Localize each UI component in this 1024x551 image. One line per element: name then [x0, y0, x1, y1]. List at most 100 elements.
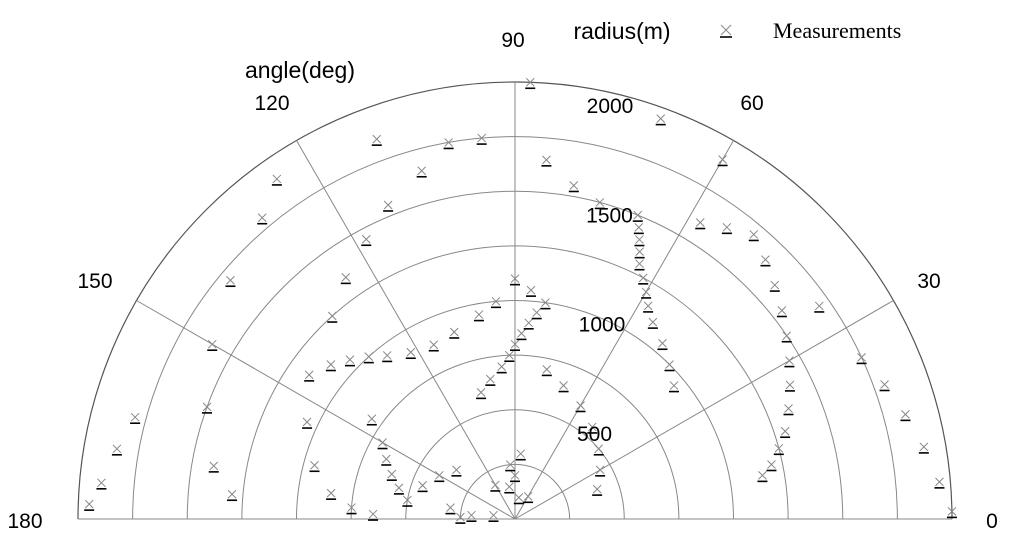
measurement-point	[523, 491, 534, 504]
measurement-point	[371, 134, 382, 146]
angle-tick-label: 30	[917, 270, 940, 293]
measurement-point	[541, 155, 552, 167]
measurement-point	[449, 327, 460, 339]
measurement-point	[664, 360, 675, 372]
measurement-point	[466, 510, 477, 522]
measurement-point	[271, 174, 282, 186]
legend: Measurements	[720, 18, 901, 43]
measurement-points	[84, 77, 957, 524]
polar-grid	[77, 81, 953, 520]
measurement-point	[451, 465, 462, 477]
measurement-point	[633, 223, 644, 235]
measurement-point	[445, 503, 456, 515]
measurement-point	[130, 412, 141, 425]
measurement-point	[776, 306, 787, 318]
measurement-point	[773, 443, 784, 456]
measurement-point	[523, 318, 534, 330]
measurement-point	[766, 460, 777, 472]
measurement-point	[434, 470, 445, 483]
measurement-point	[504, 482, 515, 494]
measurement-point	[634, 259, 645, 271]
angle-tick-label: 180	[7, 510, 42, 533]
measurement-point	[526, 285, 537, 297]
angle-spoke	[514, 300, 894, 520]
measurement-point	[382, 351, 393, 363]
measurement-point	[781, 331, 792, 343]
measurement-point	[814, 301, 825, 313]
measurement-point	[593, 444, 604, 456]
measurement-point	[84, 499, 95, 511]
measurement-point	[207, 339, 218, 352]
angle-tick-label: 150	[77, 270, 112, 293]
measurement-point	[302, 417, 313, 429]
measurement-point	[641, 287, 652, 299]
measurement-point	[515, 449, 526, 461]
measurement-point	[748, 230, 759, 242]
measurement-point	[363, 352, 374, 364]
measurement-point	[510, 274, 520, 286]
measurement-point	[717, 155, 728, 167]
measurement-point	[900, 410, 911, 422]
measurement-point	[643, 301, 654, 313]
measurement-point	[587, 422, 598, 434]
measurement-point	[428, 340, 439, 352]
measurement-point	[540, 298, 551, 310]
radius-tick-label: 2000	[587, 95, 634, 118]
measurement-point	[417, 481, 428, 493]
measurement-point	[225, 275, 236, 288]
measurement-point	[757, 471, 768, 483]
measurement-point	[504, 350, 515, 363]
measurement-point	[531, 308, 542, 320]
measurement-point	[769, 280, 780, 292]
measurement-point	[575, 401, 586, 413]
measurement-point	[634, 247, 645, 259]
measurement-point	[592, 484, 603, 496]
measurement-point	[669, 381, 680, 393]
measurement-point	[381, 454, 392, 466]
measurement-point	[309, 460, 320, 473]
measurement-point	[568, 181, 579, 193]
measurement-point	[525, 77, 536, 90]
measurement-point	[208, 461, 219, 473]
measurement-point	[386, 469, 397, 481]
measurement-point	[760, 255, 771, 267]
measurement-point	[647, 317, 658, 329]
measurement-point	[327, 311, 338, 323]
measurement-point	[558, 381, 569, 393]
measurement-point	[510, 339, 520, 352]
measurement-point	[368, 509, 379, 521]
measurement-point	[476, 388, 487, 400]
measurement-point	[655, 114, 666, 126]
measurement-point	[638, 273, 649, 285]
measurement-point	[721, 222, 732, 235]
measurement-point	[455, 512, 466, 524]
measurement-point	[344, 355, 355, 367]
measurement-point	[383, 200, 394, 212]
measurement-point	[934, 477, 945, 489]
measurement-point	[632, 210, 643, 222]
measurement-point	[361, 234, 372, 247]
measurement-point	[111, 444, 122, 456]
measurement-point	[594, 198, 605, 210]
measurement-point	[476, 133, 487, 145]
measurement-point	[485, 374, 496, 386]
measurement-point	[377, 438, 388, 450]
measurement-point	[946, 507, 957, 519]
measurement-point	[513, 493, 524, 505]
measurement-point	[96, 478, 107, 490]
angle-tick-label: 60	[740, 92, 763, 115]
angle-spoke	[296, 140, 516, 520]
radius-axis-title: radius(m)	[573, 18, 670, 44]
radius-tick-label: 1000	[579, 314, 626, 337]
radius-tick-label: 500	[577, 423, 612, 446]
measurement-point	[516, 329, 527, 341]
measurement-point	[405, 347, 416, 360]
angle-tick-label: 0	[986, 510, 998, 533]
measurement-point	[784, 356, 795, 368]
measurement-point	[490, 296, 501, 309]
measurement-point	[783, 404, 794, 416]
measurement-point	[416, 166, 427, 178]
measurement-point	[473, 310, 484, 322]
measurement-point	[505, 460, 516, 472]
measurement-point	[780, 426, 791, 439]
